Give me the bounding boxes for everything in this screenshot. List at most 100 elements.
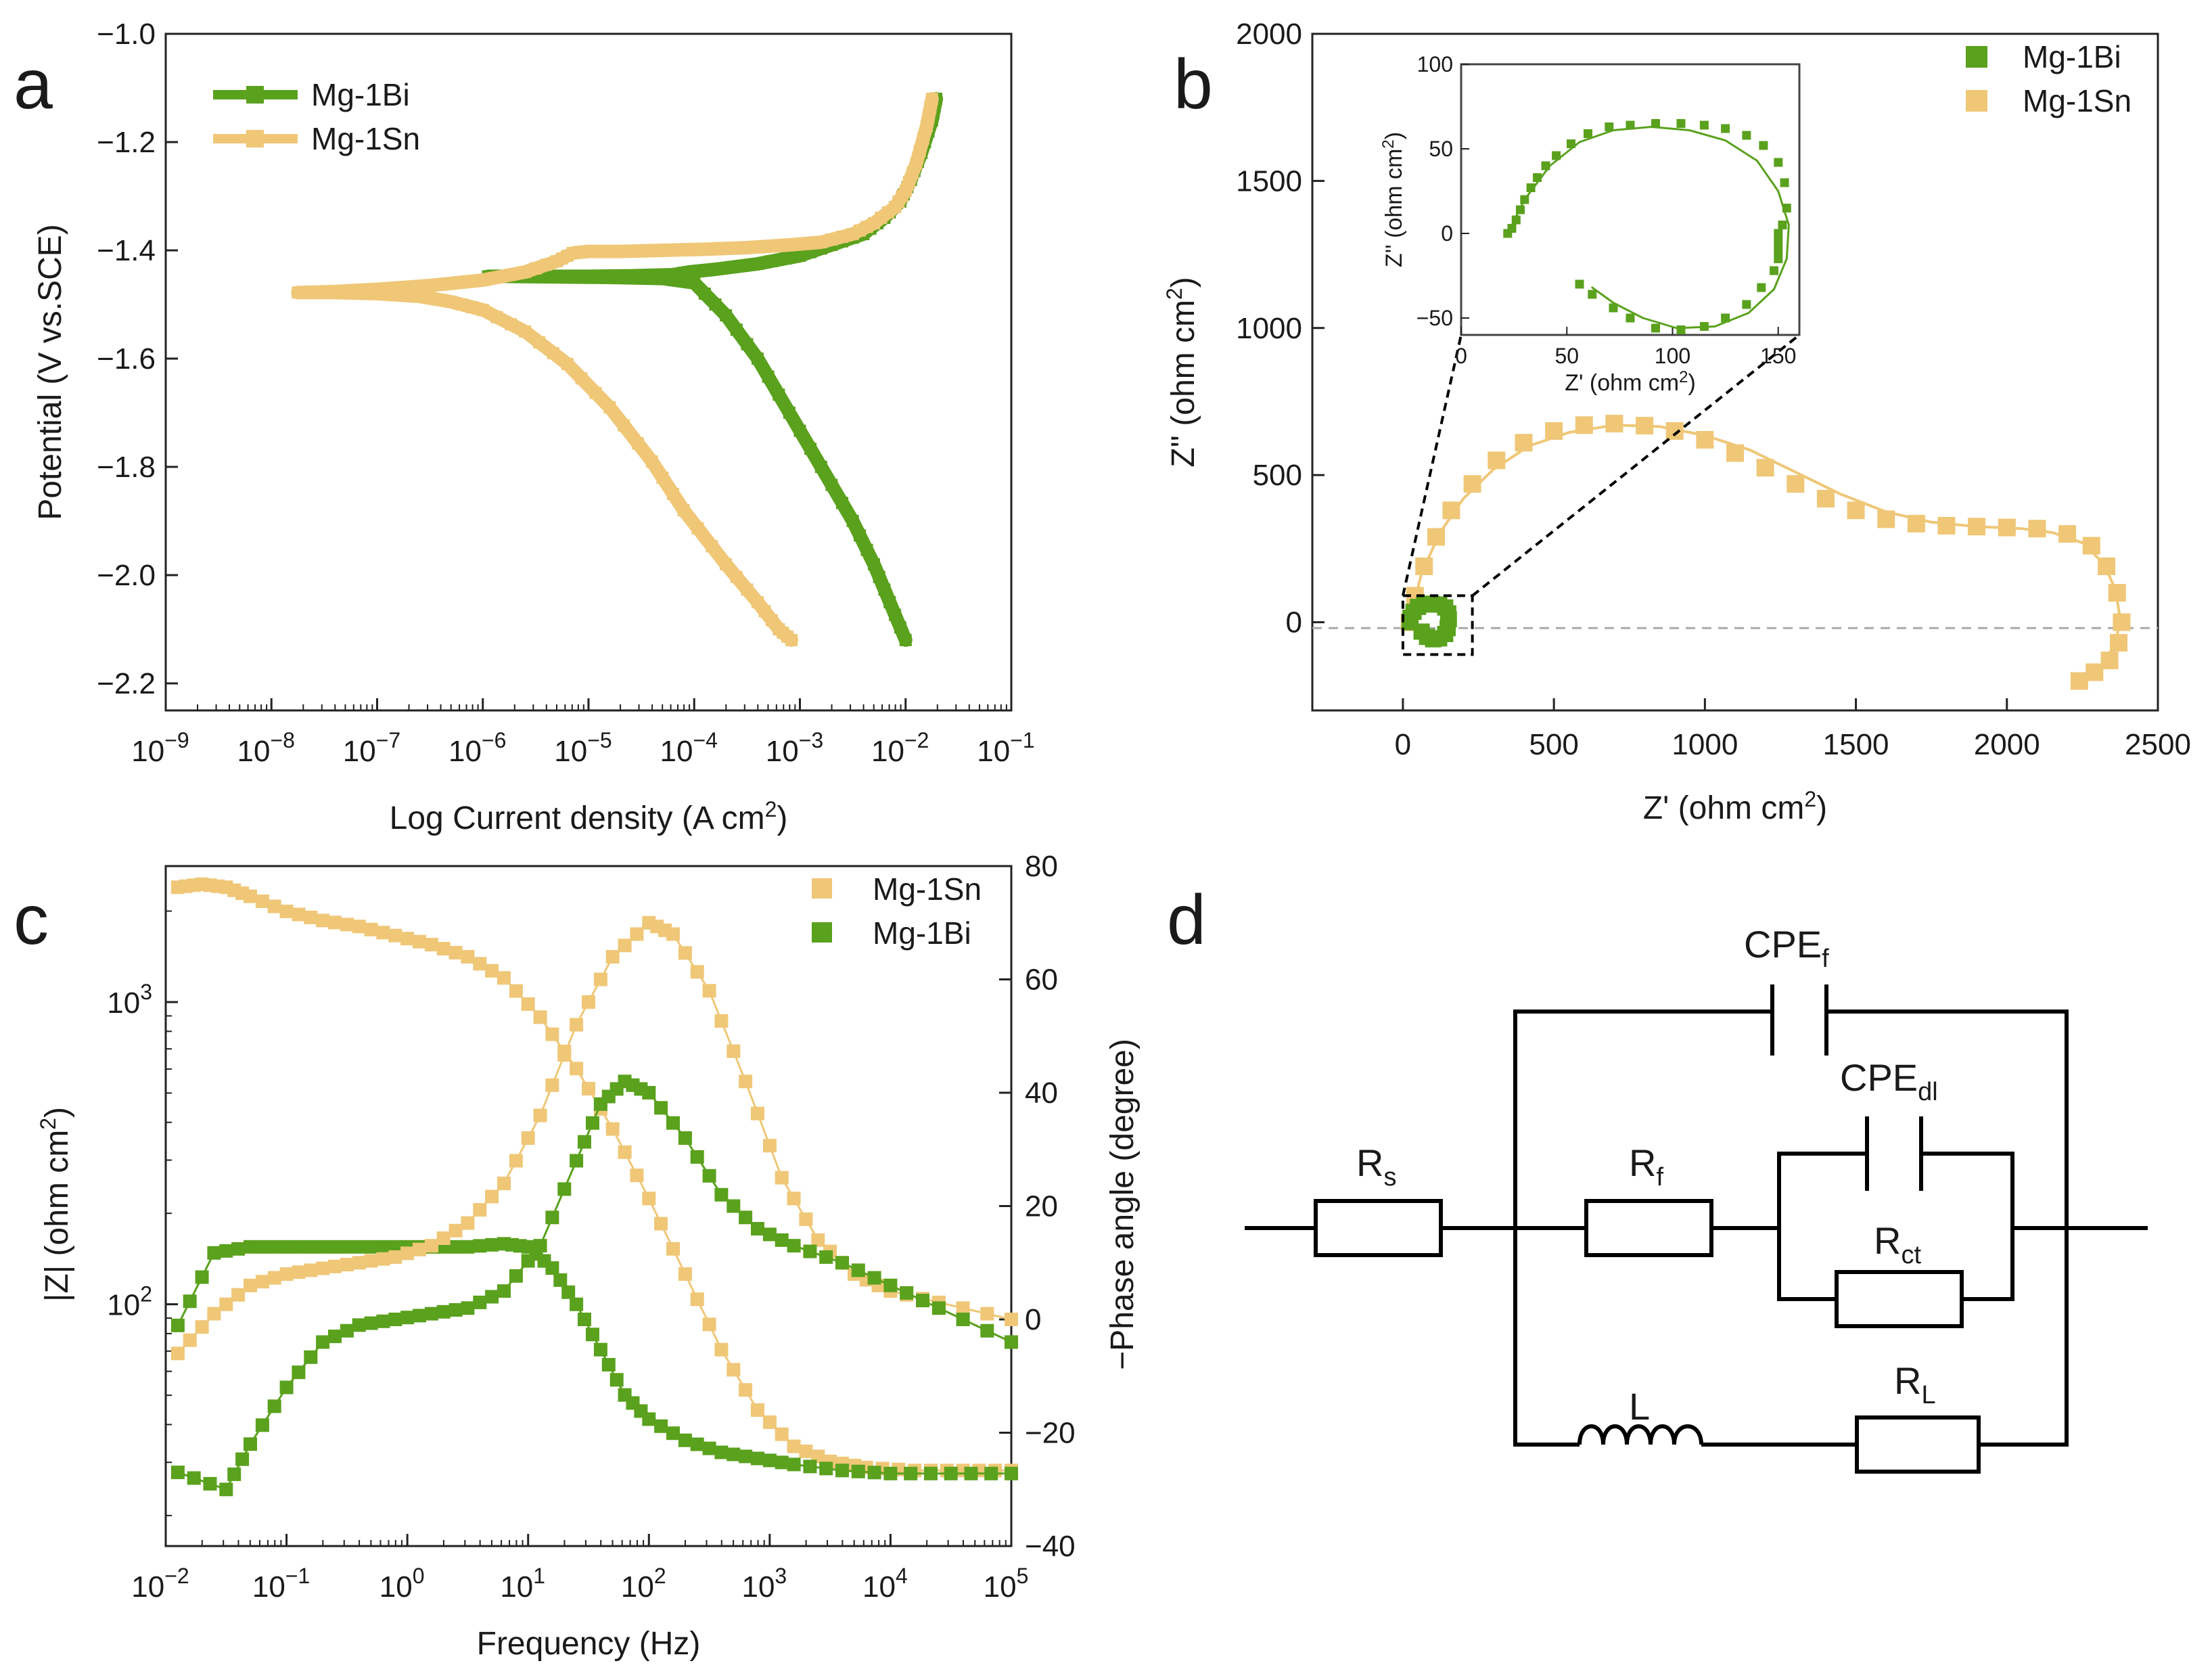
- legend-marker-mg1bi: [246, 86, 264, 104]
- inset-data-point-mg1bi: [1507, 224, 1517, 233]
- inset-data-point-mg1bi: [1742, 300, 1751, 309]
- data-point-modulus: [570, 1297, 584, 1311]
- data-point-mg1sn: [1463, 475, 1481, 493]
- x-tick-label: 104: [862, 1564, 908, 1604]
- panel-c-ticks: 10−2 10−1 100 101 102 103 104 105 102 103 −40 −20 0 2…: [107, 850, 1075, 1604]
- data-point-mg-1sn: [441, 277, 454, 290]
- data-point-modulus: [448, 1240, 463, 1254]
- data-point-mg-1bi: [730, 323, 743, 336]
- data-point-phase: [364, 1316, 378, 1330]
- data-point-modulus: [739, 1449, 753, 1464]
- data-point-phase: [195, 1320, 209, 1334]
- x-tick-label: 103: [741, 1564, 787, 1604]
- data-point-phase: [956, 1313, 970, 1326]
- x-tick-label: 10−2: [131, 1564, 189, 1604]
- data-point-phase: [316, 1335, 330, 1349]
- data-point-modulus: [593, 1342, 607, 1357]
- data-point-mg-1sn: [783, 239, 796, 251]
- data-point-modulus: [1005, 1466, 1018, 1480]
- data-point-phase: [352, 1256, 366, 1270]
- data-point-modulus: [485, 963, 499, 978]
- inset-data-point-mg1bi: [1516, 205, 1525, 214]
- panel-d: d Rs Rf Rct RL L CPEf CPEdl: [1167, 881, 2148, 1474]
- data-point-modulus: [867, 1466, 881, 1480]
- data-point-mg-1bi: [814, 461, 827, 473]
- data-point-modulus: [304, 910, 318, 924]
- inset-data-point-mg1bi: [1699, 322, 1709, 331]
- panel-c-ylabel-left: |Z| (ohm cm2): [36, 1107, 75, 1302]
- data-point-phase: [328, 1259, 342, 1273]
- data-point-phase: [279, 1380, 294, 1394]
- data-point-phase: [775, 1171, 789, 1185]
- label-rs: Rs: [1356, 1141, 1396, 1192]
- data-point-phase: [424, 1307, 438, 1321]
- data-point-modulus: [244, 889, 257, 903]
- data-point-modulus: [690, 1437, 704, 1451]
- data-point-mg-1bi: [836, 497, 848, 509]
- data-point-mg-1sn: [476, 304, 489, 316]
- data-point-phase: [727, 1199, 741, 1213]
- inset-data-point-mg1bi: [1770, 266, 1778, 275]
- data-point-modulus: [328, 1240, 342, 1254]
- data-point-mg-1sn: [670, 244, 683, 256]
- data-point-mg1sn: [1968, 518, 1986, 536]
- data-point-phase: [340, 1323, 354, 1338]
- data-point-modulus: [340, 917, 354, 932]
- data-point-mg-1bi: [603, 271, 616, 284]
- data-point-phase: [219, 1297, 233, 1311]
- panel-label-d: d: [1167, 881, 1206, 959]
- inset-data-point-mg1bi: [1520, 195, 1529, 204]
- panel-b-frame: [1311, 32, 2159, 712]
- inset-frame: [1460, 63, 1801, 336]
- data-point-phase: [1005, 1335, 1018, 1349]
- data-point-phase: [388, 1250, 402, 1264]
- data-point-phase: [582, 995, 595, 1009]
- data-point-modulus: [364, 1240, 378, 1254]
- data-point-phase: [762, 1227, 777, 1242]
- data-point-phase: [267, 1271, 281, 1285]
- data-point-mg-1sn: [329, 286, 341, 299]
- data-point-modulus: [316, 913, 330, 928]
- data-point-phase: [497, 1177, 511, 1190]
- y-tick-label: −1.0: [97, 18, 156, 51]
- data-point-phase: [1005, 1313, 1018, 1326]
- data-point-mg-1sn: [575, 372, 588, 385]
- y-tick-label: −2.2: [97, 667, 156, 700]
- y-right-tick-label: 20: [1025, 1190, 1058, 1223]
- data-point-modulus: [170, 1318, 185, 1332]
- data-point-phase: [803, 1244, 817, 1258]
- data-point-mg1sn: [1545, 422, 1563, 440]
- inset-data-point-mg1bi: [1609, 303, 1618, 313]
- inset-data-point-mg1bi: [1541, 161, 1550, 171]
- legend-label-mg1sn-c: Mg-1Sn: [873, 871, 982, 907]
- data-point-mg-1sn: [459, 275, 471, 288]
- data-point-phase: [424, 1239, 438, 1253]
- data-point-phase: [811, 1233, 825, 1247]
- data-point-phase: [931, 1301, 946, 1315]
- data-point-mg-1sn: [505, 269, 517, 281]
- data-point-mg-1sn: [730, 570, 743, 583]
- inset-x-tick-label: 50: [1554, 344, 1579, 368]
- data-point-phase: [328, 1330, 342, 1344]
- data-point-mg-1sn: [371, 288, 384, 300]
- x-tick-label: 102: [621, 1564, 666, 1604]
- data-point-mg-1bi: [825, 478, 838, 491]
- label-rf: Rf: [1629, 1141, 1663, 1192]
- data-point-modulus: [461, 950, 475, 963]
- data-point-modulus: [642, 1192, 656, 1206]
- inset-data-point-mg1bi: [1651, 323, 1660, 333]
- data-point-mg-1bi: [846, 515, 859, 527]
- legend-marker-mg1sn: [246, 130, 264, 148]
- data-point-mg-1sn: [846, 228, 859, 240]
- data-point-phase: [916, 1294, 929, 1308]
- inset-data-point-mg1bi: [1721, 313, 1730, 323]
- data-point-modulus: [605, 1122, 620, 1136]
- inset-data-point-mg1bi: [1721, 124, 1730, 133]
- data-point-phase: [545, 1078, 559, 1092]
- panel-b-xlabel: Z' (ohm cm2): [1643, 787, 1827, 826]
- data-point-phase: [170, 1346, 185, 1361]
- inset-data-point-mg1bi: [1774, 237, 1783, 246]
- data-point-modulus: [376, 1240, 390, 1254]
- data-point-modulus: [654, 1217, 668, 1231]
- data-point-mg-1sn: [561, 358, 574, 370]
